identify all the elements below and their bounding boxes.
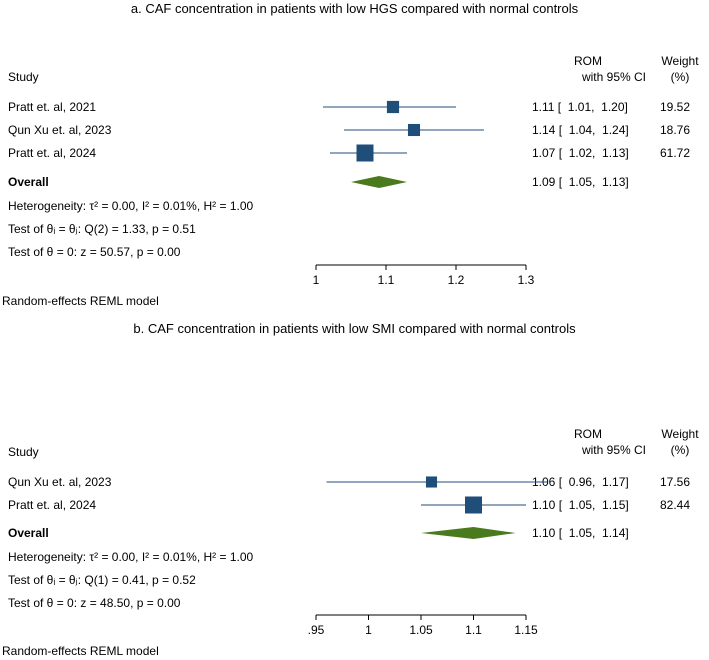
model-footnote: Random-effects REML model — [2, 644, 159, 658]
overall-ci-text: 1.10 [ 1.05, 1.14] — [532, 526, 629, 540]
header-study: Study — [8, 70, 39, 84]
study-weight: 18.76 — [660, 123, 691, 137]
forest-plot-svg: .95 1 1.05 1.1 1.15 — [308, 476, 547, 637]
forest-plot-svg: 1 1.1 1.2 1.3 — [313, 100, 535, 287]
x-tick-label: 1.1 — [465, 623, 482, 637]
study-label: Pratt et. al, 2024 — [8, 146, 97, 160]
x-tick-label: 1 — [313, 273, 320, 287]
chart-title: b. CAF concentration in patients with lo… — [133, 321, 576, 336]
study-label: Qun Xu et. al, 2023 — [8, 475, 112, 489]
heterogeneity-stat: Heterogeneity: τ² = 0.00, I² = 0.01%, H²… — [8, 199, 254, 213]
heterogeneity-stat: Heterogeneity: τ² = 0.00, I² = 0.01%, H²… — [8, 550, 254, 564]
header-rom: ROM — [574, 54, 602, 68]
homogeneity-test: Test of θᵢ = θⱼ: Q(2) = 1.33, p = 0.51 — [8, 222, 196, 236]
overall-effect-test: Test of θ = 0: z = 48.50, p = 0.00 — [8, 596, 181, 610]
study-label: Pratt et. al, 2021 — [8, 100, 97, 114]
header-ci: with 95% CI — [581, 70, 646, 84]
overall-label: Overall — [8, 175, 49, 189]
forest-plot-a: a. CAF concentration in patients with lo… — [2, 1, 699, 309]
header-weight: Weight — [661, 427, 699, 441]
study-label: Pratt et. al, 2024 — [8, 498, 97, 512]
study-weight: 61.72 — [660, 146, 691, 160]
header-weight-unit: (%) — [670, 443, 690, 457]
header-rom: ROM — [574, 427, 602, 441]
overall-label: Overall — [8, 526, 49, 540]
study-weight: 82.44 — [660, 498, 691, 512]
study-marker — [407, 123, 421, 137]
model-footnote: Random-effects REML model — [2, 294, 159, 308]
study-label: Qun Xu et. al, 2023 — [8, 123, 112, 137]
forest-plot-b: b. CAF concentration in patients with lo… — [0, 322, 709, 660]
study-marker — [386, 100, 400, 114]
x-tick-label: 1.05 — [409, 623, 433, 637]
study-ci-text: 1.10 [ 1.05, 1.15] — [532, 498, 629, 512]
study-weight: 19.52 — [660, 100, 691, 114]
x-tick-label: .95 — [308, 623, 325, 637]
x-tick-label: 1.2 — [448, 273, 465, 287]
chart-title: a. CAF concentration in patients with lo… — [130, 1, 579, 16]
study-ci-text: 1.14 [ 1.04, 1.24] — [532, 123, 629, 137]
study-marker — [356, 144, 374, 162]
study-ci-text: 1.11 [ 1.01, 1.20] — [532, 100, 628, 114]
header-ci: with 95% CI — [581, 443, 646, 457]
x-tick-label: 1 — [365, 623, 372, 637]
header-weight-unit: (%) — [670, 70, 690, 84]
overall-diamond — [421, 527, 516, 539]
x-tick-label: 1.3 — [518, 273, 535, 287]
overall-effect-test: Test of θ = 0: z = 50.57, p = 0.00 — [8, 245, 181, 259]
header-study: Study — [8, 445, 39, 459]
x-tick-label: 1.15 — [514, 623, 538, 637]
study-ci-text: 1.07 [ 1.02, 1.13] — [532, 146, 629, 160]
header-weight: Weight — [661, 54, 699, 68]
homogeneity-test: Test of θᵢ = θⱼ: Q(1) = 0.41, p = 0.52 — [8, 573, 196, 587]
overall-ci-text: 1.09 [ 1.05, 1.13] — [532, 175, 629, 189]
study-weight: 17.56 — [660, 475, 691, 489]
study-marker — [425, 476, 438, 488]
overall-diamond — [351, 176, 407, 188]
study-marker — [465, 496, 482, 514]
x-tick-label: 1.1 — [378, 273, 395, 287]
